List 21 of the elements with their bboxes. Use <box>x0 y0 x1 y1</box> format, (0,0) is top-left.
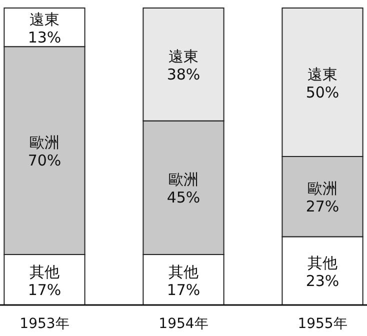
series-label: 其他 <box>29 262 60 281</box>
data-label: 23% <box>306 272 340 290</box>
text: 其他 <box>308 254 338 272</box>
text: 遠東 <box>308 65 338 84</box>
data-label: 13% <box>28 28 62 46</box>
text: 遠東 <box>168 47 198 66</box>
text: 歐洲 <box>168 170 198 189</box>
data-label: 70% <box>28 152 62 170</box>
data-label: 45% <box>166 188 200 207</box>
data-label: 50% <box>306 83 340 102</box>
data-label: 27% <box>306 198 340 216</box>
data-label: 17% <box>166 280 200 299</box>
series-label: 遠東 <box>29 10 60 28</box>
x-tick-label: 1953年 <box>20 316 70 332</box>
x-tick-label: 1954年 <box>158 316 208 332</box>
x-tick-label: 1955年 <box>298 316 348 332</box>
series-label: 歐洲 <box>308 180 338 198</box>
text: 歐洲 <box>29 134 60 152</box>
text: 其他 <box>168 262 198 281</box>
data-label: 38% <box>166 65 200 84</box>
data-label: 17% <box>28 280 62 299</box>
